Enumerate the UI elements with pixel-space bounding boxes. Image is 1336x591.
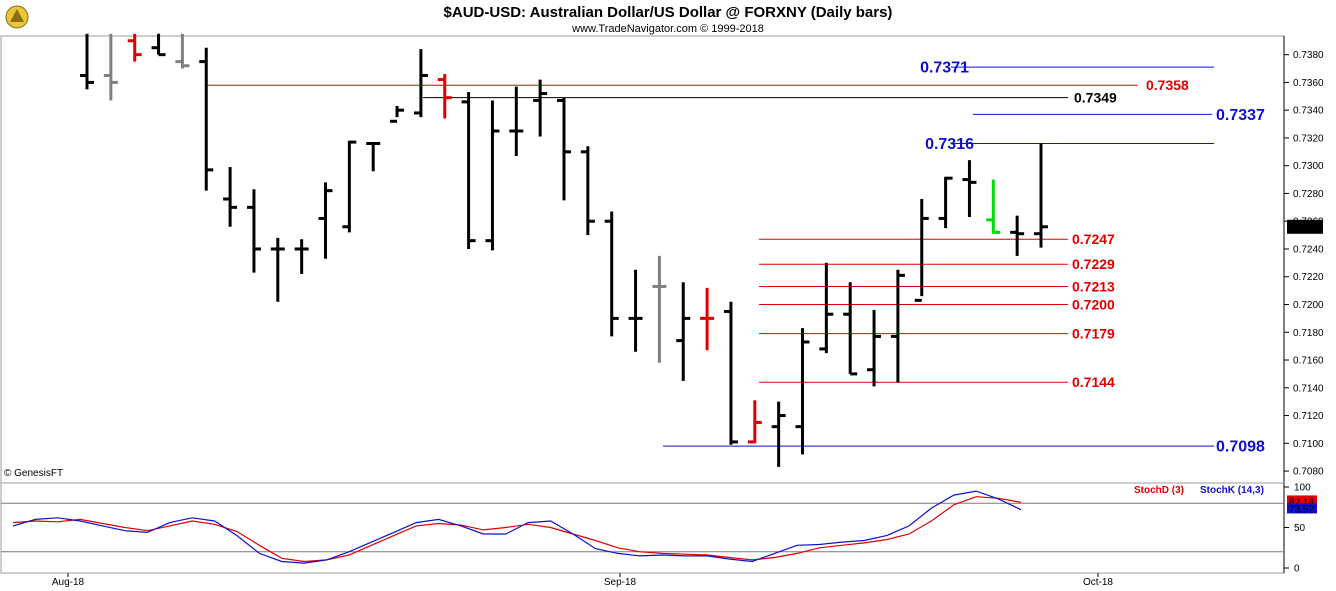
- stoch-d-last-label: 82.18: [1289, 497, 1314, 508]
- chart-title: $AUD-USD: Australian Dollar/US Dollar @ …: [444, 4, 893, 21]
- ohlc-bar: [127, 33, 142, 62]
- level-label: 0.7316: [925, 136, 974, 153]
- price-tick-label: 0.7200: [1293, 300, 1324, 311]
- ohlc-bar: [366, 141, 381, 172]
- ohlc-bar: [580, 146, 595, 236]
- ohlc-bar: [676, 282, 691, 381]
- ohlc-bar: [723, 301, 738, 445]
- stochastic-tick-label: 100: [1294, 483, 1311, 494]
- ohlc-bar: [80, 33, 94, 90]
- price-tick-label: 0.7100: [1293, 439, 1324, 450]
- price-tick-label: 0.7220: [1293, 272, 1324, 283]
- price-tick-label: 0.7300: [1293, 161, 1324, 172]
- price-tick-label: 0.7120: [1293, 411, 1324, 422]
- level-label: 0.7229: [1072, 256, 1115, 272]
- ohlc-bar: [843, 282, 858, 376]
- ohlc-bar: [509, 86, 524, 156]
- stoch-k-legend: StochK (14,3): [1200, 485, 1264, 496]
- stochastic-pane: [0, 482, 1285, 574]
- ohlc-bar: [771, 401, 786, 467]
- date-tick-label: Sep-18: [604, 577, 637, 588]
- ohlc-bar: [914, 199, 929, 302]
- last-price-box: [1287, 219, 1323, 234]
- level-label: 0.7349: [1074, 90, 1117, 106]
- ohlc-bar: [199, 47, 214, 191]
- chart-subtitle: www.TradeNavigator.com © 1999-2018: [571, 23, 764, 35]
- level-label: 0.7179: [1072, 326, 1115, 342]
- price-bars: [80, 33, 1048, 467]
- ohlc-bar: [175, 33, 190, 69]
- ohlc-bar: [223, 167, 238, 227]
- ohlc-bar: [557, 97, 571, 201]
- level-label: 0.7371: [920, 60, 969, 77]
- ohlc-bar: [986, 179, 1001, 234]
- ohlc-bar: [270, 237, 285, 302]
- ohlc-bar: [747, 400, 762, 444]
- ohlc-bar: [318, 182, 333, 259]
- stochastic-guides: [1, 502, 1284, 553]
- price-tick-label: 0.7360: [1293, 78, 1324, 89]
- level-label: 0.7247: [1072, 231, 1115, 247]
- price-tick-label: 0.7080: [1293, 467, 1324, 478]
- ohlc-bar: [1034, 143, 1048, 248]
- ohlc-bar: [795, 328, 810, 455]
- price-tick-label: 0.7140: [1293, 383, 1324, 394]
- price-tick-label: 0.7240: [1293, 244, 1324, 255]
- level-lines: 0.7371 0.7358 0.7349 0.7337 0.7316 0.7247 0.72…: [206, 60, 1265, 456]
- price-tick-label: 0.7280: [1293, 189, 1324, 200]
- ohlc-bar: [533, 79, 548, 137]
- ohlc-bar: [246, 189, 261, 273]
- level-label: 0.7358: [1146, 77, 1189, 93]
- level-label: 0.7144: [1072, 374, 1115, 390]
- ohlc-bar: [628, 269, 643, 352]
- price-tick-label: 0.7180: [1293, 328, 1324, 339]
- ohlc-bar: [461, 92, 476, 249]
- date-tick-label: Oct-18: [1083, 577, 1113, 588]
- ohlc-bar: [867, 310, 882, 387]
- genesis-watermark: © GenesisFT: [4, 468, 63, 479]
- price-tick-label: 0.7320: [1293, 133, 1324, 144]
- stochastic-series-line: [12, 496, 1022, 563]
- stoch-k-last-box: [1287, 503, 1317, 514]
- date-axis: Aug-18 Sep-18 Oct-18: [52, 573, 1113, 588]
- stochastic-lines: [12, 490, 1022, 564]
- price-tick-label: 0.7380: [1293, 50, 1324, 61]
- price-tick-label: 0.7340: [1293, 106, 1324, 117]
- ohlc-bar: [294, 239, 309, 274]
- level-label: 0.7337: [1216, 107, 1265, 124]
- ohlc-bar: [819, 262, 834, 354]
- logo-icon: [5, 5, 29, 29]
- stoch-d-legend: StochD (3): [1134, 485, 1184, 496]
- ohlc-bar: [485, 100, 500, 251]
- stochastic-axis: 0 50 100: [1284, 483, 1311, 575]
- price-tick-label: 0.7160: [1293, 356, 1324, 367]
- level-label: 0.7098: [1216, 439, 1265, 456]
- ohlc-bar: [700, 287, 715, 351]
- ohlc-bar: [938, 176, 953, 229]
- level-label: 0.7213: [1072, 278, 1115, 294]
- ohlc-bar: [652, 255, 667, 363]
- stochastic-legend: StochD (3) StochK (14,3): [1134, 485, 1264, 496]
- level-label: 0.7200: [1072, 296, 1115, 312]
- last-price-label: 0.7256: [1289, 223, 1320, 234]
- stochastic-tick-label: 50: [1294, 523, 1306, 534]
- ohlc-bar: [413, 49, 428, 118]
- stochastic-tick-label: 0: [1294, 564, 1300, 575]
- ohlc-bar: [437, 74, 452, 119]
- ohlc-bar: [604, 211, 619, 337]
- price-axis: 0.7080 0.7100 0.7120 0.7140 0.7160 0.7180 0.72…: [1284, 50, 1324, 478]
- ohlc-bar: [103, 33, 118, 101]
- date-tick-label: Aug-18: [52, 577, 85, 588]
- ohlc-bar: [962, 160, 977, 218]
- ohlc-bar: [890, 269, 905, 383]
- ohlc-bar: [342, 140, 357, 233]
- ohlc-bar: [390, 106, 405, 123]
- ohlc-bar: [151, 33, 166, 57]
- ohlc-bar: [1010, 215, 1025, 256]
- stochastic-series-line: [12, 490, 1022, 564]
- stoch-k-last-label: 73.52: [1289, 504, 1314, 515]
- last-price-marker: 0.7256: [1287, 219, 1323, 234]
